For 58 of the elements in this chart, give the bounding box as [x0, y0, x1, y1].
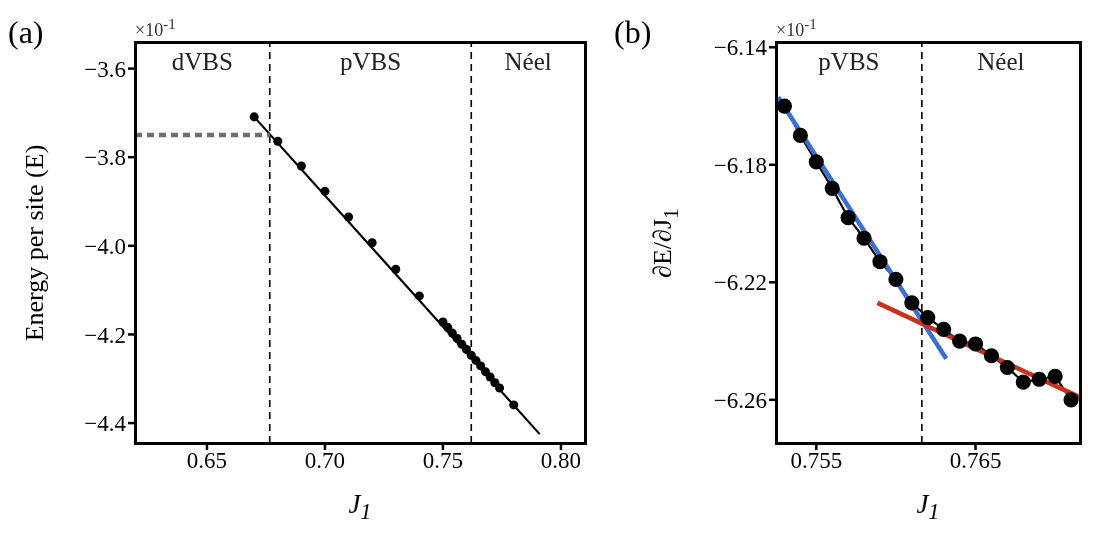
point — [792, 127, 808, 144]
chart-title: (a) — [8, 14, 44, 51]
point — [344, 212, 354, 222]
point — [967, 336, 984, 352]
y-axis-title: Energy per site (E) — [20, 144, 50, 341]
annotation: Néel — [977, 48, 1025, 76]
x-tick-label: 0.755 — [790, 448, 843, 474]
point — [920, 309, 936, 326]
annotation: Néel — [504, 48, 552, 76]
x-tick-label: 0.80 — [540, 448, 582, 474]
point — [808, 154, 824, 170]
point — [983, 348, 1000, 364]
point — [856, 230, 872, 246]
y-tick-label: −6.22 — [713, 270, 767, 296]
point — [443, 322, 453, 332]
x-tick-label: 0.765 — [949, 448, 1002, 474]
annotation: pVBS — [818, 48, 880, 76]
point — [936, 321, 952, 337]
y-tick-label: −4.4 — [84, 411, 127, 437]
point — [320, 186, 330, 196]
x-tick-label: 0.75 — [422, 448, 464, 474]
point — [414, 291, 424, 301]
point — [776, 98, 793, 114]
annotation: pVBS — [339, 48, 402, 76]
point — [999, 359, 1015, 376]
point — [1015, 374, 1031, 390]
y-tick-label: −4.0 — [84, 233, 126, 259]
point — [1063, 392, 1079, 408]
point — [872, 254, 888, 270]
annotation: dVBS — [171, 48, 233, 76]
y-tick-label: −4.2 — [84, 322, 126, 348]
point — [952, 333, 968, 349]
x-tick-label: 0.65 — [186, 448, 228, 474]
point — [495, 383, 505, 393]
point — [509, 400, 519, 410]
y-tick-label: −3.8 — [84, 145, 126, 171]
x-axis-title: J$_{1}$ — [915, 489, 941, 526]
y-tick-label: −6.26 — [713, 387, 767, 413]
point — [904, 295, 920, 311]
y-tick-label: −6.18 — [713, 152, 767, 178]
text: ×10$^{-1}$ — [776, 16, 817, 41]
point — [249, 112, 259, 122]
point — [296, 161, 306, 171]
point — [273, 136, 283, 146]
y-tick-label: −3.6 — [84, 56, 126, 82]
point — [367, 238, 377, 248]
point — [391, 264, 401, 274]
x-tick-label: 0.70 — [304, 448, 346, 474]
point — [840, 210, 856, 226]
y-tick-label: −6.14 — [713, 35, 768, 61]
x-axis-title: J$_{1}$ — [347, 489, 373, 526]
point — [1031, 371, 1047, 387]
chart-title: (b) — [614, 14, 652, 51]
point — [824, 180, 840, 196]
point — [462, 345, 472, 355]
text: ×10$^{-1}$ — [135, 16, 176, 41]
point — [888, 271, 904, 287]
point — [1047, 368, 1063, 384]
